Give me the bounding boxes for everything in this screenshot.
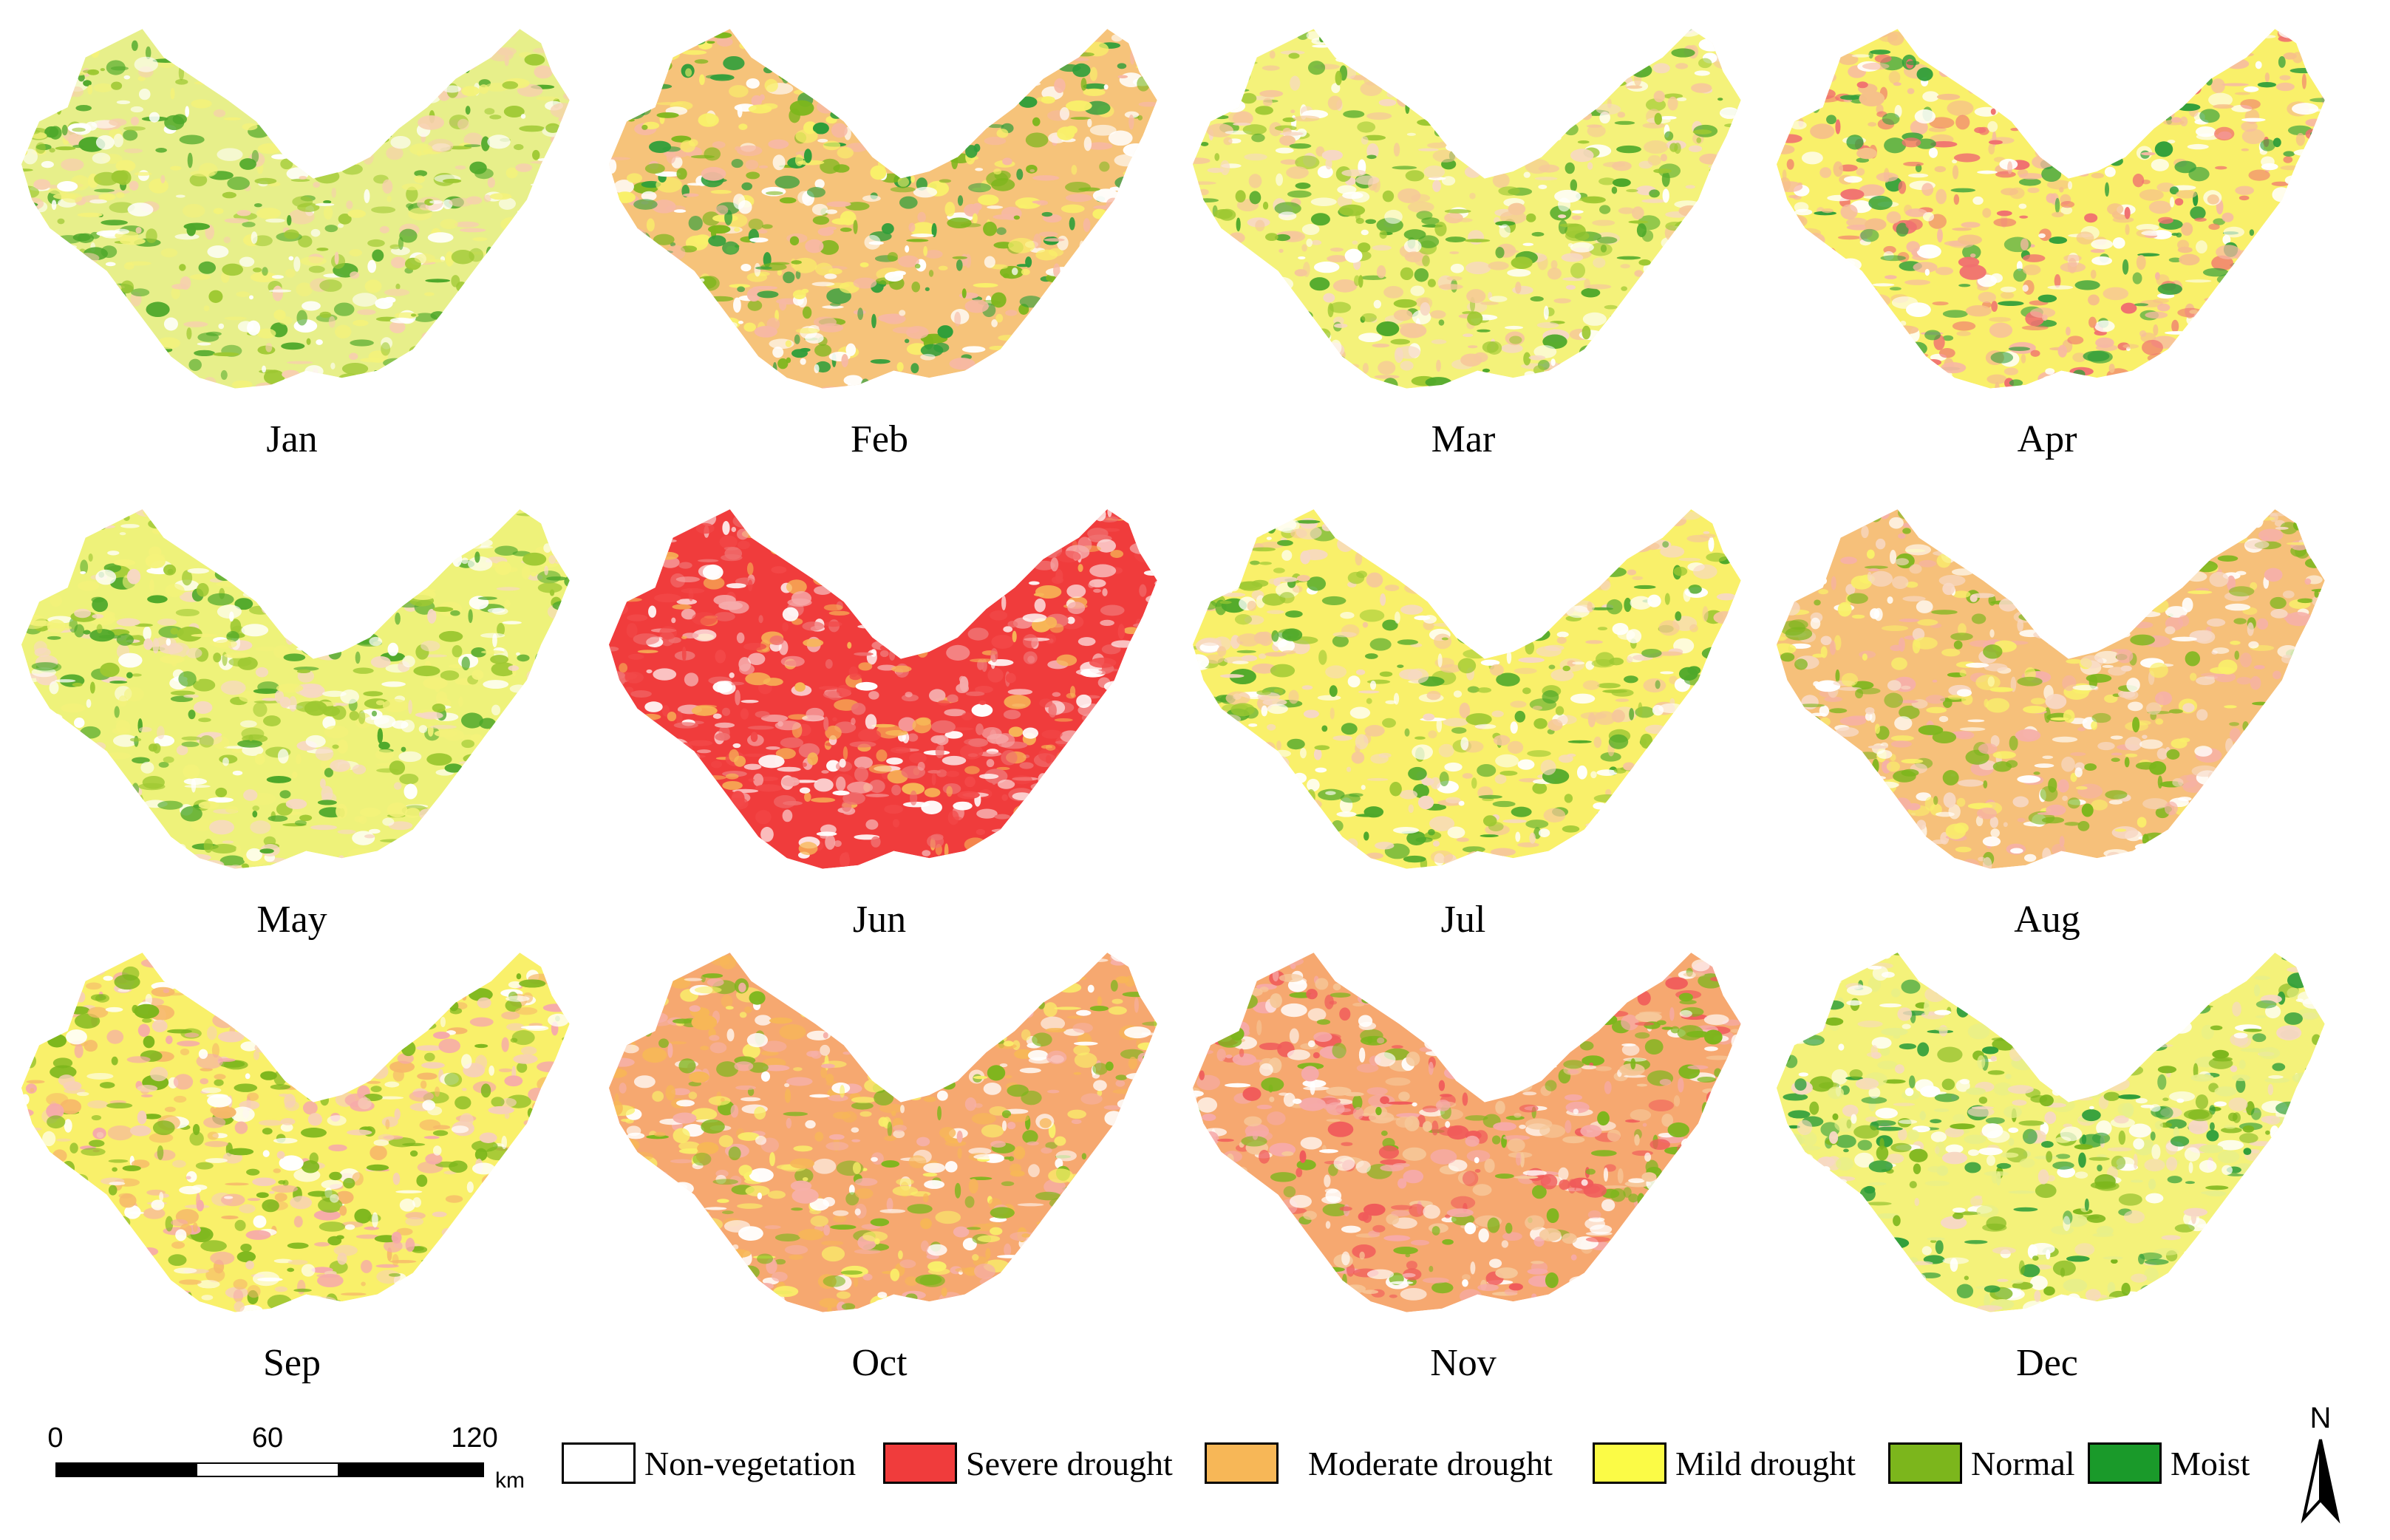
month-label-nov: Nov <box>1430 1342 1497 1384</box>
legend-item-severe-drought: Severe drought <box>883 1441 1173 1485</box>
legend-item-non-vegetation: Non-vegetation <box>562 1441 856 1485</box>
scale-unit: km <box>495 1468 525 1493</box>
drought-map-aug <box>1776 509 2325 869</box>
legend-label-moist: Moist <box>2171 1444 2250 1482</box>
legend-swatch-moderate-drought <box>1205 1442 1279 1484</box>
map-panel-jan: Jan <box>0 7 584 466</box>
drought-map-apr <box>1776 29 2325 389</box>
scale-tick-120: 120 <box>451 1423 498 1454</box>
map-panel-dec: Dec <box>1755 931 2339 1389</box>
legend-item-moist: Moist <box>2088 1441 2250 1485</box>
drought-map-may <box>21 509 570 869</box>
drought-map-dec <box>1776 953 2325 1312</box>
legend-label-non-vegetation: Non-vegetation <box>644 1444 857 1482</box>
legend-swatch-severe-drought <box>883 1442 957 1484</box>
map-panel-apr: Apr <box>1755 7 2339 466</box>
north-arrow-icon: N <box>2301 1402 2340 1524</box>
legend-label-severe-drought: Severe drought <box>966 1444 1173 1482</box>
legend-swatch-moist <box>2088 1442 2162 1484</box>
scale-bar-segments <box>55 1462 484 1477</box>
scale-segment-3 <box>338 1464 483 1476</box>
legend-item-normal: Normal <box>1888 1441 2075 1485</box>
month-label-feb: Feb <box>851 418 908 460</box>
legend-label-moderate-drought: Moderate drought <box>1308 1444 1553 1482</box>
drought-map-sep <box>21 953 570 1312</box>
legend-label-mild-drought: Mild drought <box>1675 1444 1856 1482</box>
map-panel-jul: Jul <box>1171 488 1755 946</box>
scale-tick-60: 60 <box>251 1423 284 1454</box>
month-label-jul: Jul <box>1440 899 1486 941</box>
month-label-oct: Oct <box>851 1342 908 1384</box>
month-label-jun: Jun <box>852 899 907 941</box>
scale-segment-2 <box>197 1464 338 1476</box>
map-panel-feb: Feb <box>588 7 1171 466</box>
legend-label-normal: Normal <box>1971 1444 2075 1482</box>
month-label-aug: Aug <box>2014 899 2080 941</box>
drought-map-jun <box>608 509 1157 869</box>
drought-map-mar <box>1192 29 1741 389</box>
month-label-jan: Jan <box>266 418 318 460</box>
map-panel-jun: Jun <box>588 488 1171 946</box>
drought-map-nov <box>1192 953 1741 1312</box>
legend-swatch-mild-drought <box>1593 1442 1666 1484</box>
month-label-mar: Mar <box>1431 418 1496 460</box>
map-panel-sep: Sep <box>0 931 584 1389</box>
legend-swatch-normal <box>1888 1442 1962 1484</box>
month-label-sep: Sep <box>263 1342 321 1384</box>
month-label-may: May <box>256 899 327 941</box>
drought-map-jan <box>21 29 570 389</box>
drought-map-feb <box>608 29 1157 389</box>
north-arrow: N <box>2287 1397 2354 1530</box>
legend-item-moderate-drought: Moderate drought <box>1205 1441 1553 1485</box>
month-label-dec: Dec <box>2016 1342 2078 1384</box>
drought-map-oct <box>608 953 1157 1312</box>
scale-segment-1 <box>57 1464 198 1476</box>
drought-map-jul <box>1192 509 1741 869</box>
map-panel-may: May <box>0 488 584 946</box>
scale-tick-0: 0 <box>47 1423 64 1454</box>
map-panel-aug: Aug <box>1755 488 2339 946</box>
map-panel-oct: Oct <box>588 931 1171 1389</box>
legend-item-mild-drought: Mild drought <box>1593 1441 1856 1485</box>
map-panel-mar: Mar <box>1171 7 1755 466</box>
north-label: N <box>2310 1402 2332 1434</box>
map-panel-nov: Nov <box>1171 931 1755 1389</box>
month-label-apr: Apr <box>2017 418 2077 460</box>
scale-bar: 0 60 120 km <box>44 1423 547 1504</box>
legend-swatch-non-vegetation <box>562 1442 636 1484</box>
